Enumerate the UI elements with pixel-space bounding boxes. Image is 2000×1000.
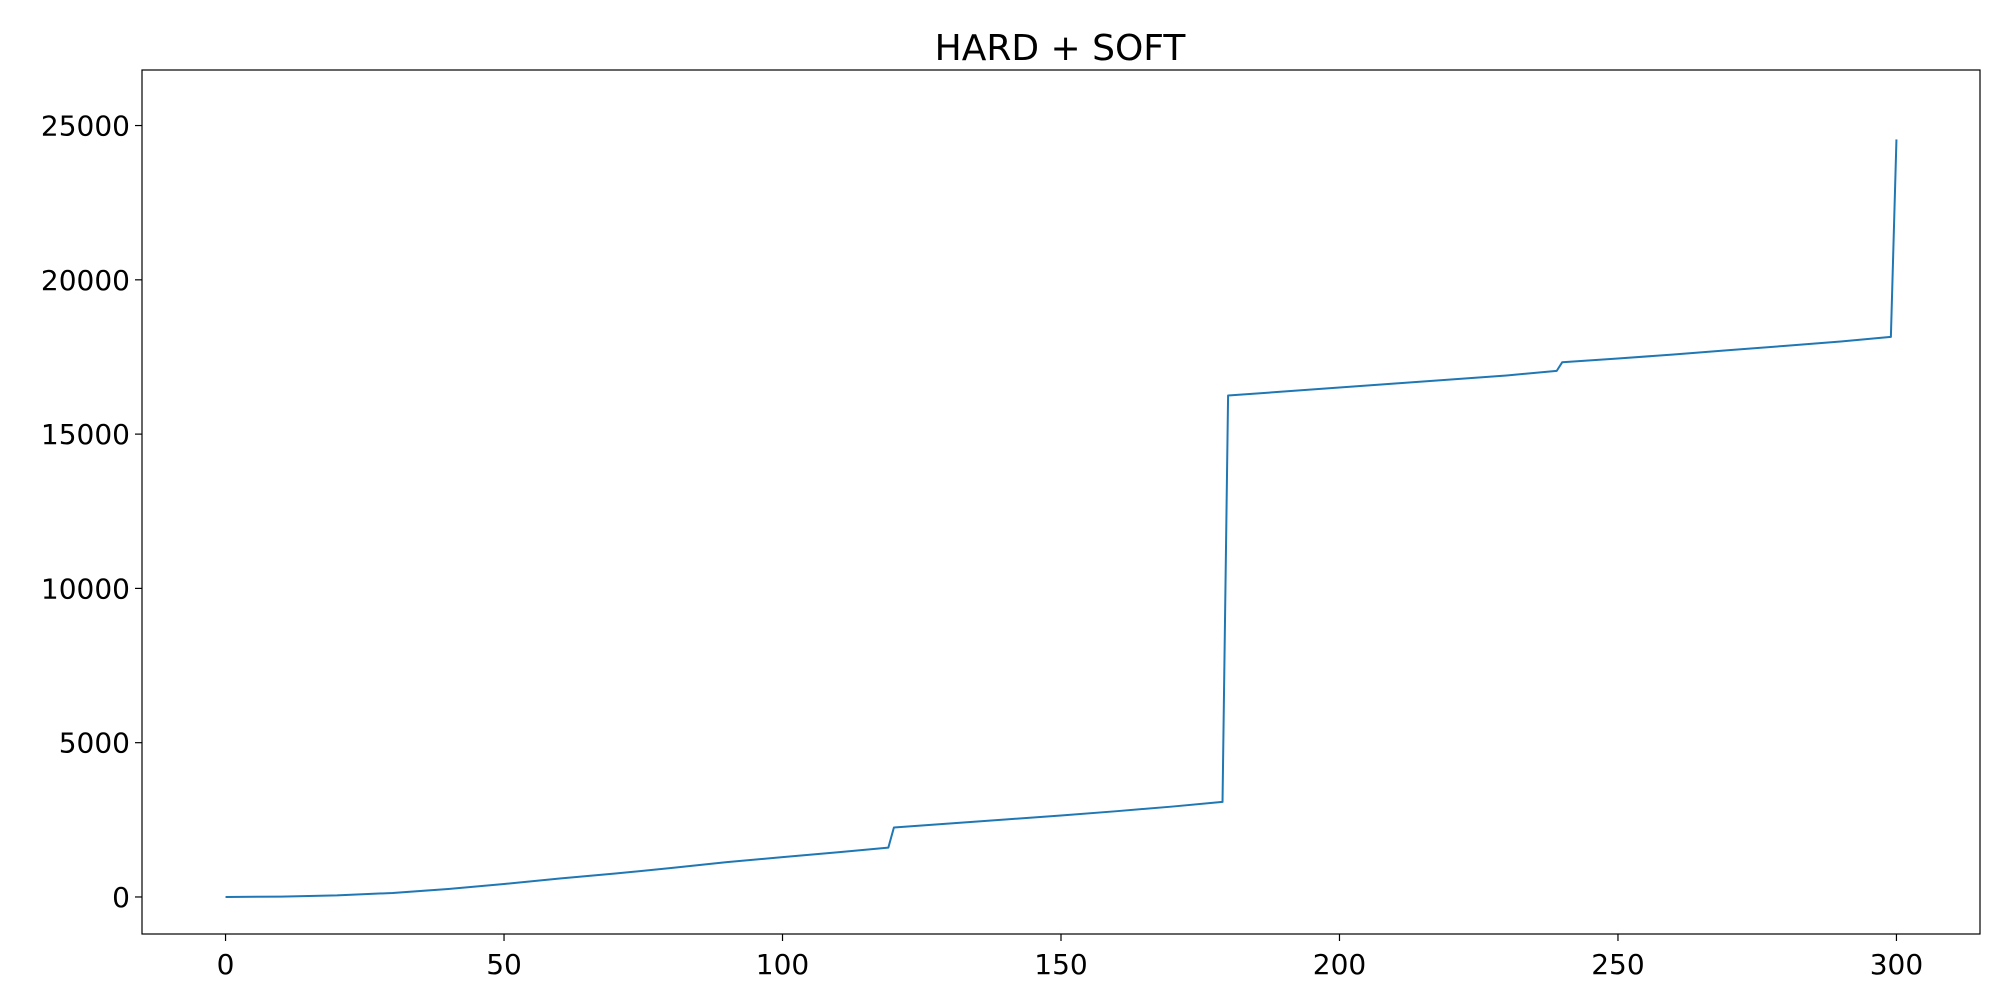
y-axis: 0 5000 10000 15000 20000 25000 xyxy=(41,110,142,914)
y-tick-label: 0 xyxy=(112,881,130,914)
y-tick-label: 20000 xyxy=(41,264,130,297)
chart-title: HARD + SOFT xyxy=(935,28,1187,69)
plot-area xyxy=(141,69,1981,935)
x-tick-label: 200 xyxy=(1313,948,1366,981)
series-line xyxy=(225,139,1898,898)
x-axis: 0 50 100 150 200 250 300 xyxy=(217,934,1923,981)
y-tick-label: 5000 xyxy=(59,727,130,760)
x-tick-label: 50 xyxy=(486,948,522,981)
x-tick-label: 100 xyxy=(756,948,809,981)
series-layer xyxy=(225,139,1898,898)
y-tick-label: 10000 xyxy=(41,572,130,605)
y-tick-label: 15000 xyxy=(41,418,130,451)
x-tick-label: 250 xyxy=(1591,948,1644,981)
x-tick-label: 300 xyxy=(1870,948,1923,981)
x-tick-label: 0 xyxy=(217,948,235,981)
x-tick-label: 150 xyxy=(1034,948,1087,981)
y-tick-label: 25000 xyxy=(41,110,130,143)
